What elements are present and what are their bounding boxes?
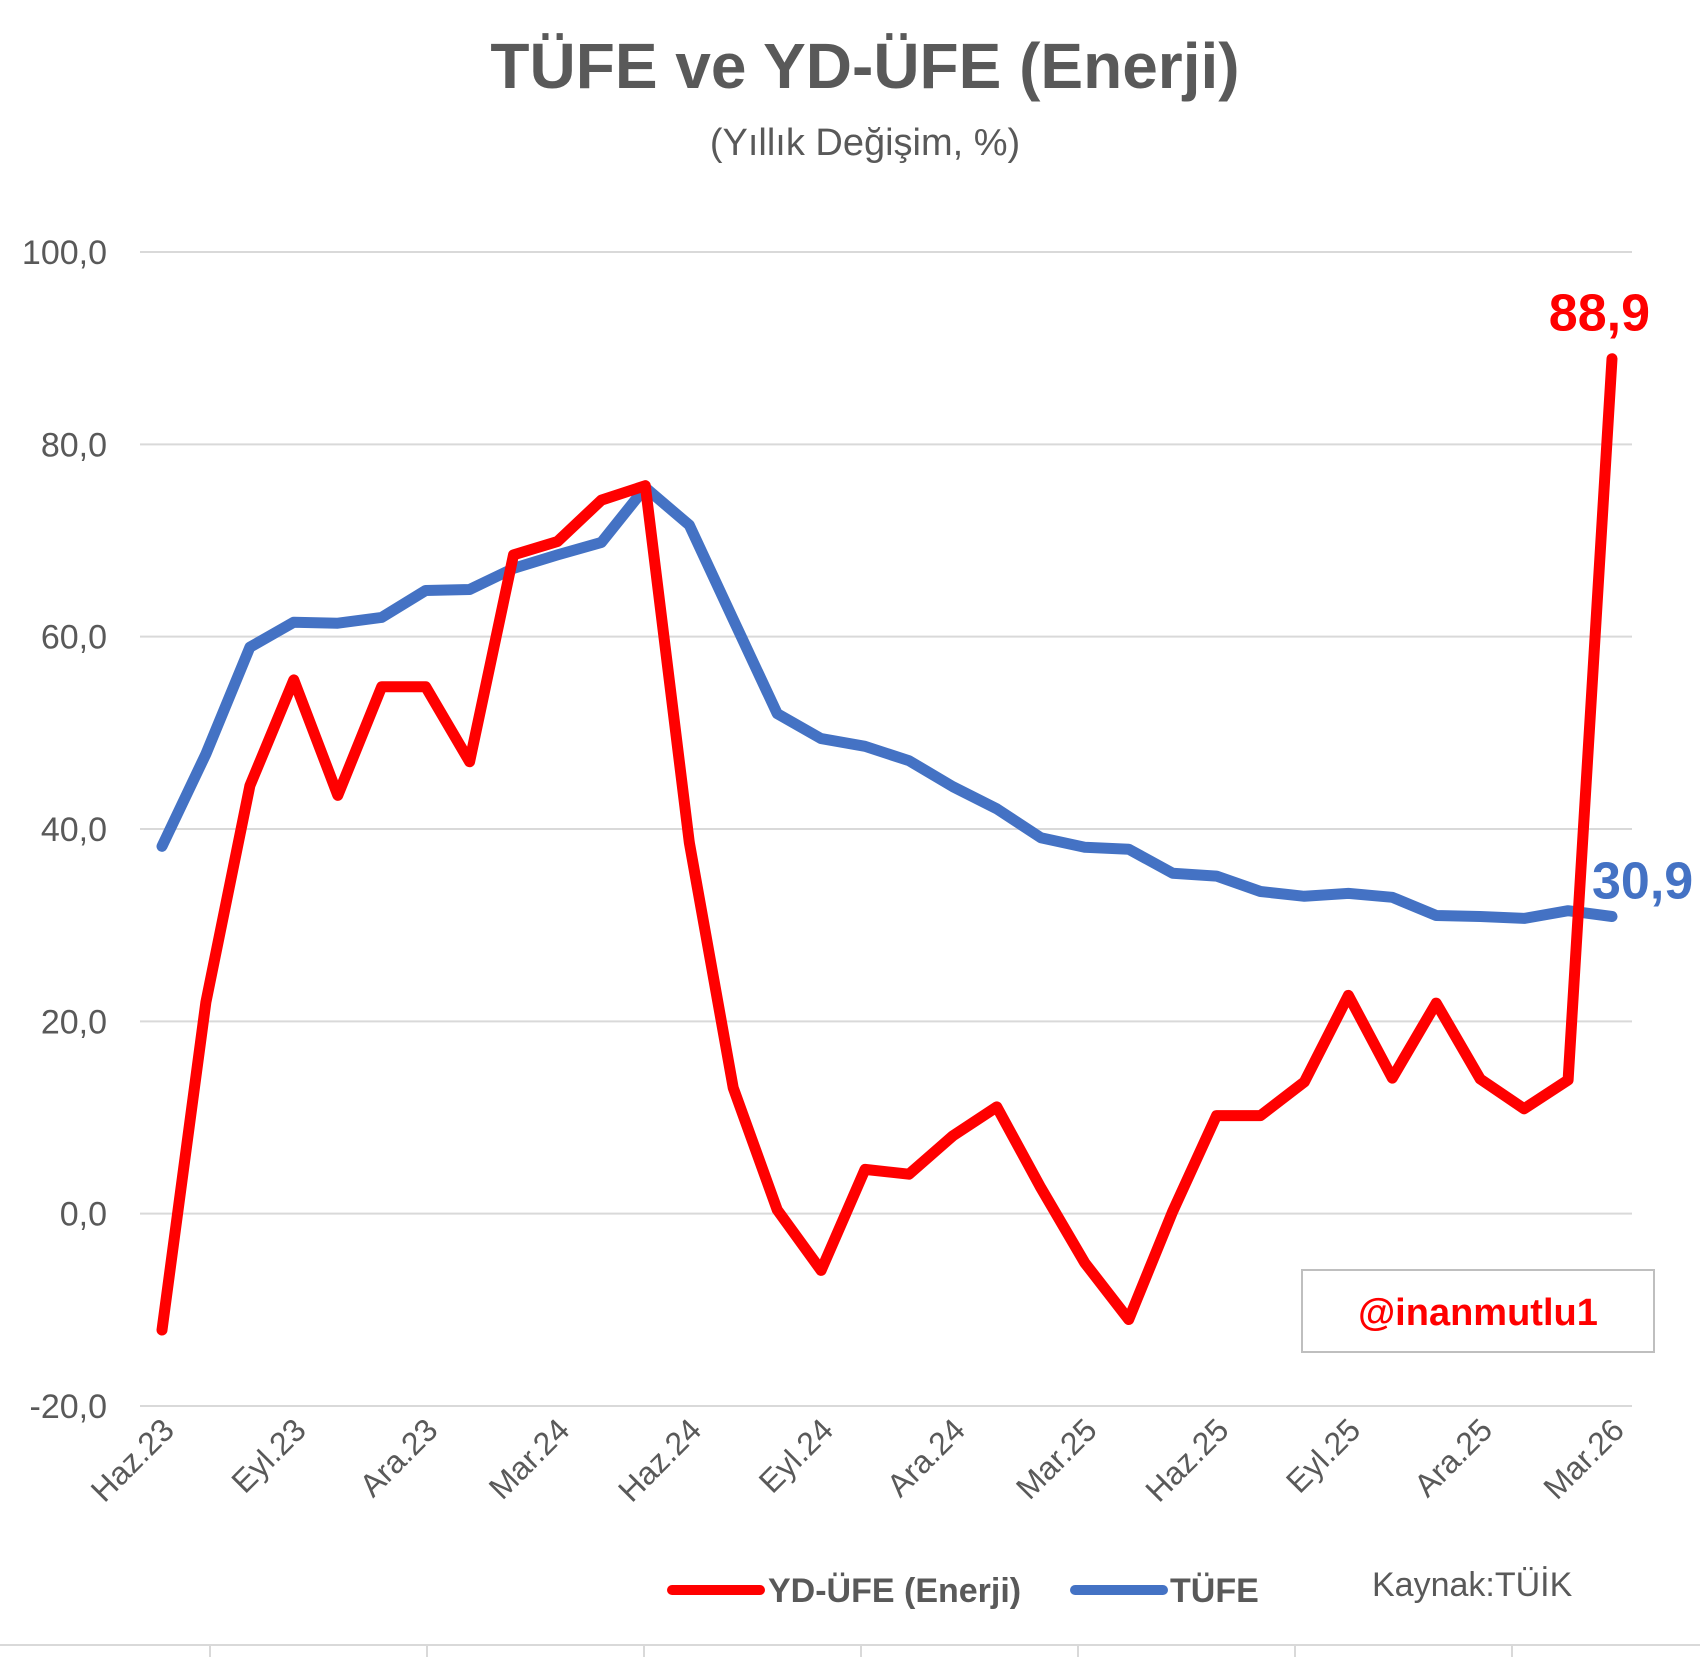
y-tick-label: 40,0 [41, 811, 107, 849]
x-tick-label: Haz.25 [1138, 1411, 1235, 1508]
x-tick-label: Ara.25 [1407, 1411, 1499, 1503]
x-tick-label: Ara.24 [880, 1411, 972, 1503]
end-label-tufe: 30,9 [1592, 853, 1693, 911]
y-axis-ticks: 100,0 80,0 60,0 40,0 20,0 0,0 -20,0 [22, 234, 107, 1426]
y-tick-label: 60,0 [41, 619, 107, 657]
watermark-handle: @inanmutlu1 [1358, 1292, 1598, 1334]
y-tick-label: 80,0 [41, 426, 107, 464]
x-tick-label: Haz.23 [84, 1411, 181, 1508]
end-labels: 88,9 30,9 [1549, 285, 1693, 911]
x-tick-label: Haz.24 [611, 1411, 708, 1508]
series-lines [156, 353, 1618, 1336]
chart-title: TÜFE ve YD-ÜFE (Enerji) [490, 30, 1239, 102]
y-tick-label: -20,0 [30, 1388, 108, 1426]
x-tick-label: Eyl.24 [752, 1411, 840, 1499]
legend-label-yd-ufe: YD-ÜFE (Enerji) [768, 1572, 1021, 1610]
watermark-box [1301, 1269, 1655, 1353]
x-tick-label: Mar.25 [1009, 1411, 1104, 1506]
source-label: Kaynak:TÜİK [1372, 1566, 1573, 1604]
x-tick-label: Eyl.25 [1279, 1411, 1367, 1499]
x-tick-label: Ara.23 [352, 1411, 444, 1503]
end-label-yd-ufe: 88,9 [1549, 285, 1650, 343]
x-tick-label: Mar.24 [482, 1411, 577, 1506]
legend-label-tufe: TÜFE [1170, 1572, 1259, 1610]
x-axis-ticks: Haz.23 Eyl.23 Ara.23 Mar.24 Haz.24 Eyl.24 Ara.… [84, 1411, 1631, 1508]
y-tick-label: 100,0 [22, 234, 107, 272]
y-tick-label: 20,0 [41, 1003, 107, 1041]
x-tick-label: Mar.26 [1536, 1411, 1631, 1506]
x-tick-label: Eyl.23 [224, 1411, 312, 1499]
gridlines [140, 251, 1632, 1407]
bottom-border-ticks [209, 1645, 1513, 1657]
series-line-yd-ufe [156, 353, 1618, 1336]
chart-subtitle: (Yıllık Değişim, %) [710, 122, 1020, 164]
series-line-tufe [156, 482, 1618, 924]
y-tick-label: 0,0 [60, 1196, 107, 1234]
